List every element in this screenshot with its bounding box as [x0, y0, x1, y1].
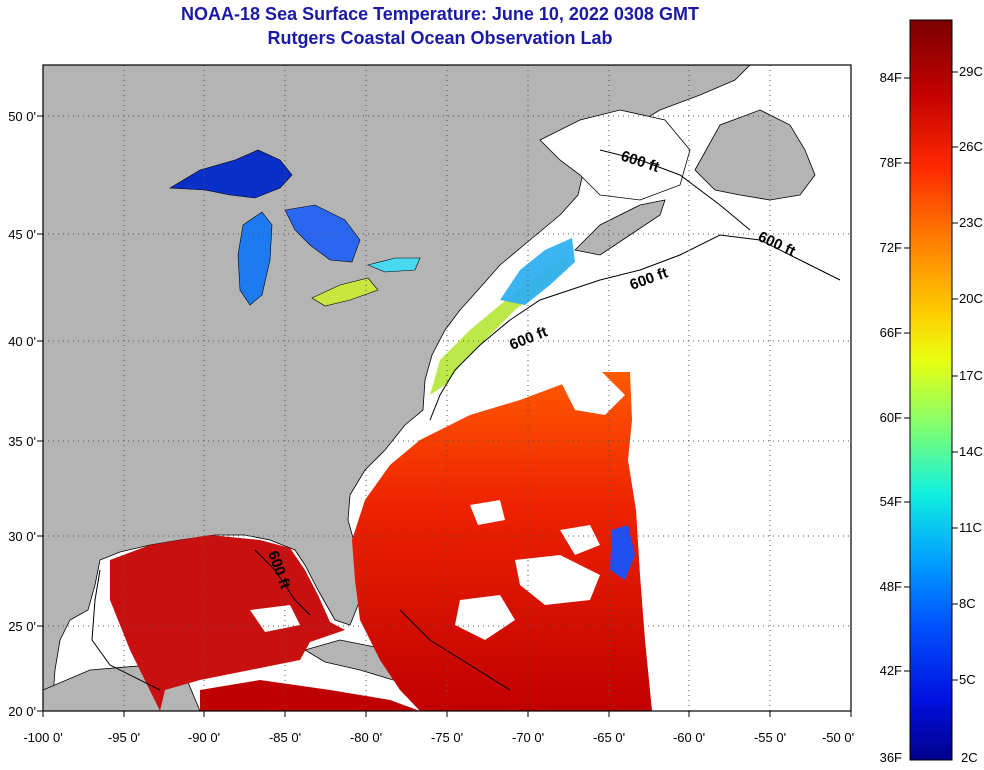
lake-superior — [169, 149, 293, 199]
contour-600ft — [599, 149, 751, 231]
x-tick-label: -95 0' — [108, 730, 140, 745]
y-tick-label: 30 0' — [8, 529, 36, 544]
y-tick-label: 50 0' — [8, 109, 36, 124]
x-tick-label: -75 0' — [431, 730, 463, 745]
x-tick-label: -100 0' — [23, 730, 62, 745]
colorbar-f-label: 78F — [880, 155, 902, 170]
cloud-patch — [560, 525, 600, 555]
x-tick-label: -50 0' — [822, 730, 854, 745]
lake-ontario — [367, 257, 421, 273]
colorbar-c-label: 11C — [959, 520, 982, 535]
x-tick-label: -85 0' — [269, 730, 301, 745]
x-tick-label: -70 0' — [512, 730, 544, 745]
lake-huron — [284, 204, 361, 263]
contour-600ft — [399, 609, 511, 691]
x-tick-label: -65 0' — [593, 730, 625, 745]
colorbar-f-label: 48F — [880, 579, 902, 594]
sst-caribbean — [200, 680, 420, 711]
cloud-patch — [470, 500, 505, 525]
cloud-patch — [560, 370, 625, 415]
x-tick-label: -90 0' — [188, 730, 220, 745]
x-tick-label: -55 0' — [754, 730, 786, 745]
y-tick-label: 25 0' — [8, 619, 36, 634]
colorbar-c-label: 2C — [961, 750, 978, 765]
colorbar-c-label: 8C — [959, 596, 976, 611]
colorbar-c-label: 14C — [959, 444, 983, 459]
colorbar-f-label: 54F — [880, 494, 902, 509]
map-plot-area — [43, 65, 851, 711]
colorbar-f-label: 60F — [880, 410, 902, 425]
water-gulf-st-lawrence — [539, 109, 691, 201]
contour-600ft — [91, 569, 161, 691]
lake-michigan — [237, 211, 273, 306]
y-tick-label: 35 0' — [8, 434, 36, 449]
colorbar-c-label: 17C — [959, 368, 983, 383]
lake-erie — [311, 277, 379, 307]
cloud-patch — [455, 595, 515, 640]
sst-atlantic-warm — [352, 372, 652, 711]
colorbar-c-label: 29C — [959, 64, 983, 79]
contour-600ft — [429, 234, 841, 421]
colorbar-c-label: 23C — [959, 215, 983, 230]
colorbar-f-label: 66F — [880, 325, 902, 340]
sst-gulf-of-mexico — [110, 535, 345, 711]
colorbar-c-label: 20C — [959, 291, 983, 306]
y-axis — [37, 115, 43, 712]
colorbar — [909, 19, 953, 761]
y-tick-label: 45 0' — [8, 227, 36, 242]
colorbar-f-label: 72F — [880, 240, 902, 255]
map-subtitle: Rutgers Coastal Ocean Observation Lab — [267, 28, 613, 48]
map-title: NOAA-18 Sea Surface Temperature: June 10… — [181, 4, 699, 24]
cloud-patch — [250, 605, 300, 632]
colorbar-c-label: 5C — [959, 672, 976, 687]
x-tick-label: -60 0' — [673, 730, 705, 745]
colorbar-f-label: 84F — [880, 70, 902, 85]
x-axis — [42, 711, 852, 717]
x-tick-label: -80 0' — [350, 730, 382, 745]
land-newfoundland — [694, 109, 816, 201]
sst-gulf-of-maine — [500, 238, 575, 305]
y-tick-label: 20 0' — [8, 704, 36, 719]
colorbar-f-label: 42F — [880, 663, 902, 678]
land-north-america — [43, 65, 751, 711]
cloud-patch — [515, 555, 600, 605]
colorbar-ticks — [904, 71, 958, 681]
colorbar-f-label: 36F — [880, 750, 902, 765]
land-nova-scotia — [574, 199, 666, 256]
colorbar-c-label: 26C — [959, 139, 983, 154]
sst-cold-eddy — [610, 525, 635, 580]
y-tick-label: 40 0' — [8, 334, 36, 349]
